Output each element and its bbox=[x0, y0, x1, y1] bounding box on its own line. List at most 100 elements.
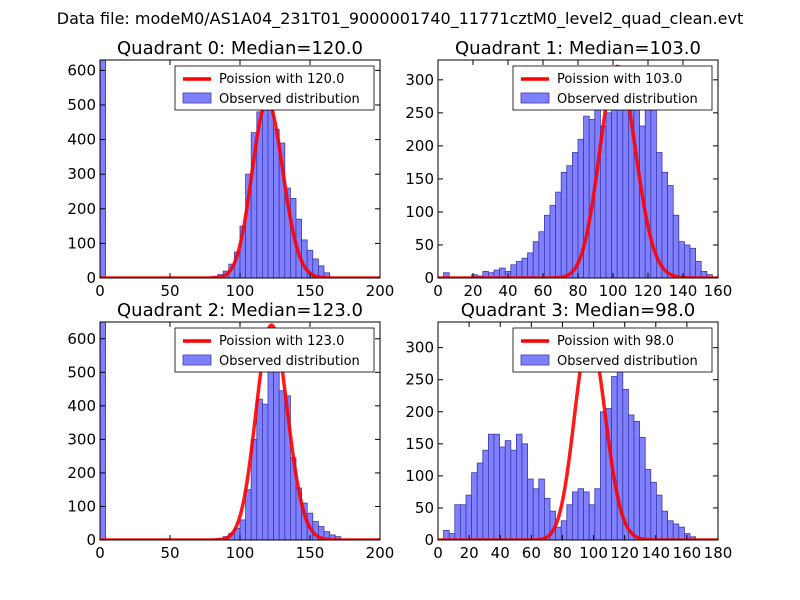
y-tick-label: 300 bbox=[67, 430, 96, 448]
quadrant-2-title: Quadrant 2: Median=123.0 bbox=[117, 300, 363, 321]
x-tick-label: 200 bbox=[366, 282, 395, 300]
histogram-bar bbox=[672, 523, 680, 540]
histogram-bar bbox=[667, 520, 674, 540]
legend: Poission with 120.0 Observed distribution bbox=[174, 65, 375, 111]
legend: Poission with 98.0 Observed distribution bbox=[512, 327, 713, 373]
histogram-bar bbox=[572, 152, 579, 278]
histogram-bar bbox=[527, 252, 534, 278]
histogram-bar bbox=[577, 488, 584, 540]
x-tick-label: 150 bbox=[296, 282, 325, 300]
y-tick-label: 500 bbox=[67, 96, 96, 114]
legend-box bbox=[174, 65, 375, 111]
y-tick-label: 250 bbox=[405, 104, 434, 122]
histogram-bar bbox=[549, 204, 556, 278]
legend-bar-swatch bbox=[520, 92, 550, 104]
y-tick-label: 300 bbox=[67, 165, 96, 183]
x-tick-label: 180 bbox=[704, 544, 733, 562]
histogram-bar bbox=[278, 390, 286, 540]
y-tick-label: 200 bbox=[67, 464, 96, 482]
histogram-bar bbox=[616, 82, 624, 278]
y-tick-label: 50 bbox=[415, 236, 434, 254]
histogram-bar bbox=[695, 261, 702, 278]
quadrant-3-title: Quadrant 3: Median=98.0 bbox=[461, 300, 696, 321]
x-tick-label: 0 bbox=[95, 544, 105, 562]
histogram-bar bbox=[504, 440, 512, 540]
histogram-bar bbox=[672, 214, 680, 278]
poisson-curve bbox=[100, 99, 380, 278]
histogram-bar bbox=[521, 443, 528, 540]
quadrant-1-plot-area bbox=[438, 64, 718, 278]
y-tick-label: 200 bbox=[405, 403, 434, 421]
histogram-bar bbox=[583, 115, 590, 278]
histogram-bar bbox=[273, 351, 280, 540]
x-tick-label: 120 bbox=[610, 544, 639, 562]
histogram-bar bbox=[639, 437, 646, 540]
x-tick-label: 40 bbox=[491, 544, 510, 562]
y-tick-label: 100 bbox=[405, 203, 434, 221]
histogram-bar bbox=[499, 446, 506, 540]
histogram-bar bbox=[633, 102, 640, 278]
histogram-bar bbox=[454, 504, 461, 540]
legend: Poission with 123.0 Observed distribution bbox=[174, 327, 375, 373]
histogram-bar bbox=[471, 472, 478, 540]
x-tick-label: 100 bbox=[579, 544, 608, 562]
histogram-bar bbox=[678, 526, 685, 540]
quadrant-0-plot-area bbox=[100, 60, 380, 278]
x-tick-label: 20 bbox=[460, 544, 479, 562]
legend-bar-swatch bbox=[520, 354, 550, 366]
histogram-bar bbox=[521, 257, 528, 278]
histogram-bar bbox=[555, 526, 562, 540]
histogram-bar bbox=[560, 171, 568, 278]
quadrant-1-title: Quadrant 1: Median=103.0 bbox=[455, 38, 701, 59]
y-tick-label: 100 bbox=[405, 467, 434, 485]
histogram-bar bbox=[245, 489, 252, 540]
x-tick-label: 160 bbox=[704, 282, 733, 300]
histogram-bar bbox=[555, 191, 562, 278]
histogram-bar bbox=[605, 112, 612, 278]
x-tick-label: 160 bbox=[673, 544, 702, 562]
histogram-bar bbox=[656, 494, 663, 540]
x-tick-label: 40 bbox=[498, 282, 517, 300]
legend-label-observed: Observed distribution bbox=[219, 92, 360, 107]
histogram-bar bbox=[487, 433, 495, 540]
histogram-bar bbox=[588, 504, 596, 540]
y-tick-label: 200 bbox=[405, 137, 434, 155]
poisson-curve bbox=[438, 64, 718, 278]
legend-bar-swatch bbox=[182, 92, 212, 104]
quadrant-1-panel: 0 20 40 60 80 100 120 140 160 0 50 100 150 200 250 300 Q… bbox=[405, 38, 732, 300]
x-tick-label: 200 bbox=[366, 544, 395, 562]
histogram-bar bbox=[493, 433, 500, 540]
quadrant-2-panel: 0 50 100 150 200 0 100 200 300 400 500 600 Quadrant … bbox=[67, 300, 394, 562]
legend: Poission with 103.0 Observed distribution bbox=[512, 65, 713, 111]
x-tick-label: 100 bbox=[599, 282, 628, 300]
histogram-bar bbox=[532, 241, 540, 278]
histogram-bar bbox=[261, 403, 269, 540]
histogram-bar bbox=[611, 102, 618, 278]
histogram-bar bbox=[633, 420, 640, 540]
poisson-curve bbox=[438, 332, 718, 540]
histogram-bar bbox=[510, 264, 517, 278]
histogram-bar bbox=[544, 214, 551, 278]
y-tick-label: 150 bbox=[405, 435, 434, 453]
y-tick-label: 300 bbox=[405, 339, 434, 357]
x-tick-label: 80 bbox=[568, 282, 587, 300]
histogram-bar bbox=[583, 491, 590, 540]
y-tick-label: 0 bbox=[86, 269, 96, 287]
y-tick-label: 600 bbox=[67, 330, 96, 348]
y-tick-label: 200 bbox=[67, 200, 96, 218]
axes-frame bbox=[437, 321, 719, 541]
quadrant-2-plot-area bbox=[100, 322, 380, 540]
histogram-bar bbox=[594, 488, 601, 540]
histogram-bar bbox=[100, 322, 106, 540]
histogram-bar bbox=[689, 247, 696, 278]
x-tick-label: 20 bbox=[463, 282, 482, 300]
histogram-bar bbox=[644, 102, 652, 278]
quadrant-0-panel: 0 50 100 150 200 0 100 200 300 400 500 600 Quadrant … bbox=[67, 38, 394, 300]
x-tick-label: 0 bbox=[433, 282, 443, 300]
histogram-bar bbox=[628, 414, 635, 540]
quadrant-0-title: Quadrant 0: Median=120.0 bbox=[117, 38, 363, 59]
legend-label-observed: Observed distribution bbox=[219, 354, 360, 369]
y-tick-label: 150 bbox=[405, 170, 434, 188]
histogram-bar bbox=[100, 60, 106, 278]
